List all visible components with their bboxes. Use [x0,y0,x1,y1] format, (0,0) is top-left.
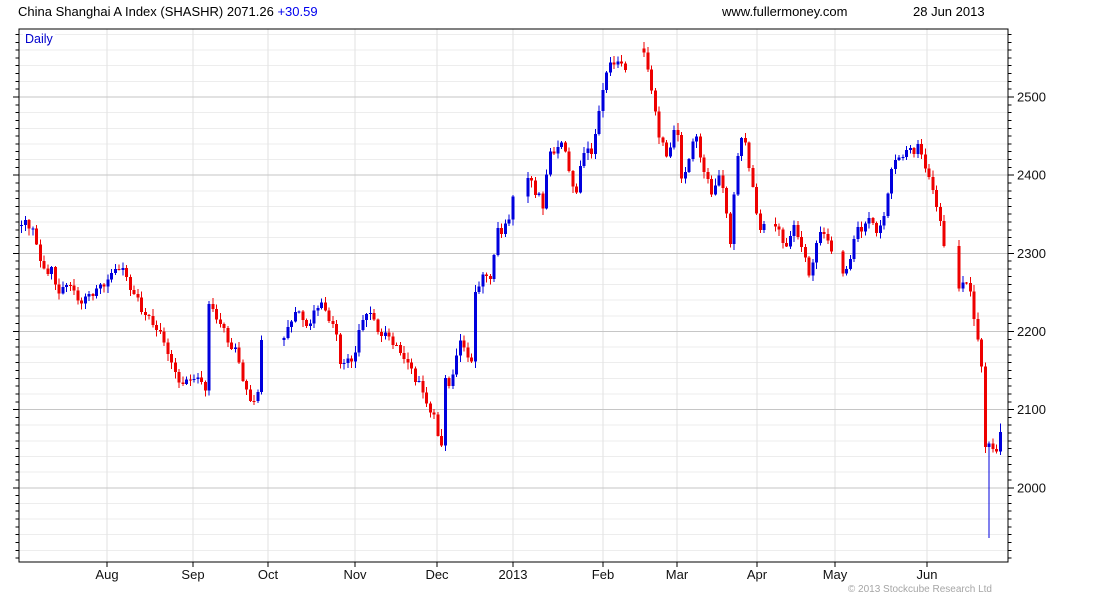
x-axis-label: Oct [258,567,279,582]
page-title: China Shanghai A Index (SHASHR) 2071.26 … [18,4,318,19]
price-change: +30.59 [277,4,318,19]
x-axis-label: Jun [917,567,938,582]
x-axis-label: Feb [592,567,614,582]
y-axis-label: 2200 [1017,324,1046,339]
x-axis-label: Apr [747,567,768,582]
chart-date: 28 Jun 2013 [913,4,985,19]
site-link[interactable]: www.fullermoney.com [722,4,848,19]
x-axis-label: Mar [666,567,689,582]
x-axis-label: 2013 [499,567,528,582]
x-axis-label: Dec [425,567,449,582]
index-name-and-price: China Shanghai A Index (SHASHR) 2071.26 [18,4,274,19]
y-axis-label: 2000 [1017,480,1046,495]
x-axis-label: Nov [343,567,367,582]
frequency-label: Daily [23,32,55,46]
y-axis-label: 2100 [1017,402,1046,417]
copyright-notice: © 2013 Stockcube Research Ltd [847,584,992,595]
y-axis-label: 2500 [1017,89,1046,104]
x-axis-label: May [823,567,848,582]
y-axis-label: 2400 [1017,168,1046,183]
x-axis-label: Aug [95,567,118,582]
x-axis-label: Sep [181,567,204,582]
y-axis-label: 2300 [1017,246,1046,261]
